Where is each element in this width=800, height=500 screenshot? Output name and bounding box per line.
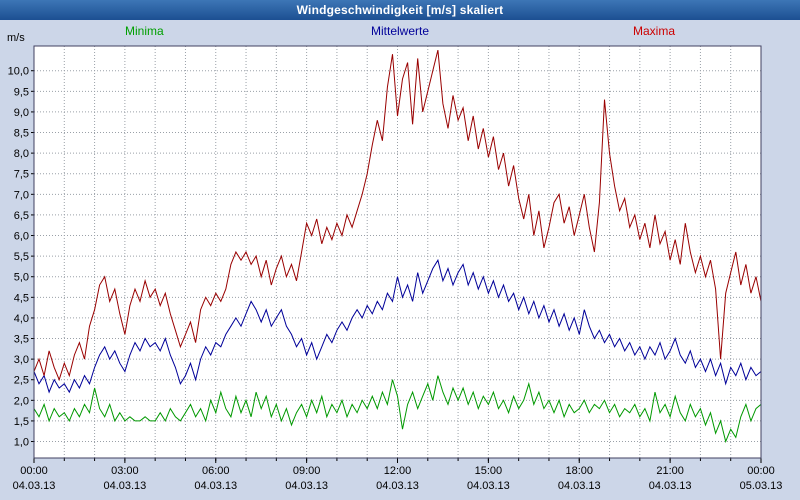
- plot-frame: [33, 45, 762, 459]
- x-axis-time-label: 15:00: [475, 465, 503, 477]
- y-axis-tick-label: 7,5: [14, 169, 29, 181]
- y-axis-tick-label: 5,0: [14, 272, 29, 284]
- x-axis-date-label: 04.03.13: [285, 480, 328, 492]
- y-axis-tick-label: 6,0: [14, 231, 29, 243]
- y-axis-tick-label: 9,5: [14, 86, 29, 98]
- series-mittelwerte-line: [33, 258, 762, 394]
- y-axis-tick-label: 10,0: [8, 66, 29, 78]
- x-axis-date-label: 04.03.13: [649, 480, 692, 492]
- page-title: Windgeschwindigkeit [m/s] skaliert: [296, 3, 504, 17]
- x-axis-date-label: 05.03.13: [740, 480, 783, 492]
- y-axis-tick-label: 9,0: [14, 107, 29, 119]
- legend-mittelwerte: Mittelwerte: [370, 24, 430, 38]
- x-axis-date-label: 04.03.13: [194, 480, 237, 492]
- x-axis-date-label: 04.03.13: [13, 480, 56, 492]
- legend-minima: Minima: [125, 24, 164, 38]
- y-axis-tick-label: 2,0: [14, 395, 29, 407]
- y-axis-tick-label: 7,0: [14, 189, 29, 201]
- x-axis-time-label: 12:00: [384, 465, 412, 477]
- legend-maxima: Maxima: [633, 24, 676, 38]
- x-axis-time-label: 03:00: [111, 465, 139, 477]
- y-axis-unit-label: m/s: [7, 32, 25, 44]
- x-axis-time-label: 06:00: [202, 465, 230, 477]
- window-title-bar: Windgeschwindigkeit [m/s] skaliert: [0, 0, 800, 20]
- y-axis-tick-label: 2,5: [14, 375, 29, 387]
- y-axis-tick-label: 6,5: [14, 210, 29, 222]
- x-axis-time-label: 09:00: [293, 465, 321, 477]
- chart-legend: Minima Mittelwerte Maxima: [0, 24, 800, 38]
- x-axis-date-label: 04.03.13: [103, 480, 146, 492]
- x-axis-time-label: 00:00: [747, 465, 775, 477]
- y-axis-tick-label: 3,0: [14, 354, 29, 366]
- x-axis-date-label: 04.03.13: [467, 480, 510, 492]
- y-axis-tick-label: 1,0: [14, 437, 29, 449]
- y-axis-tick-label: 5,5: [14, 251, 29, 263]
- series-minima-line: [33, 375, 762, 444]
- y-axis-tick-label: 4,0: [14, 313, 29, 325]
- x-axis-time-label: 21:00: [656, 465, 684, 477]
- x-axis-date-label: 04.03.13: [376, 480, 419, 492]
- series-maxima-line: [33, 49, 762, 382]
- y-axis-tick-label: 8,5: [14, 128, 29, 140]
- y-axis-tick-label: 1,5: [14, 416, 29, 428]
- y-axis-tick-label: 3,5: [14, 334, 29, 346]
- x-axis-time-label: 00:00: [20, 465, 48, 477]
- y-axis-tick-label: 8,0: [14, 148, 29, 160]
- x-axis-date-label: 04.03.13: [558, 480, 601, 492]
- y-axis-tick-label: 4,5: [14, 292, 29, 304]
- x-axis-time-label: 18:00: [565, 465, 593, 477]
